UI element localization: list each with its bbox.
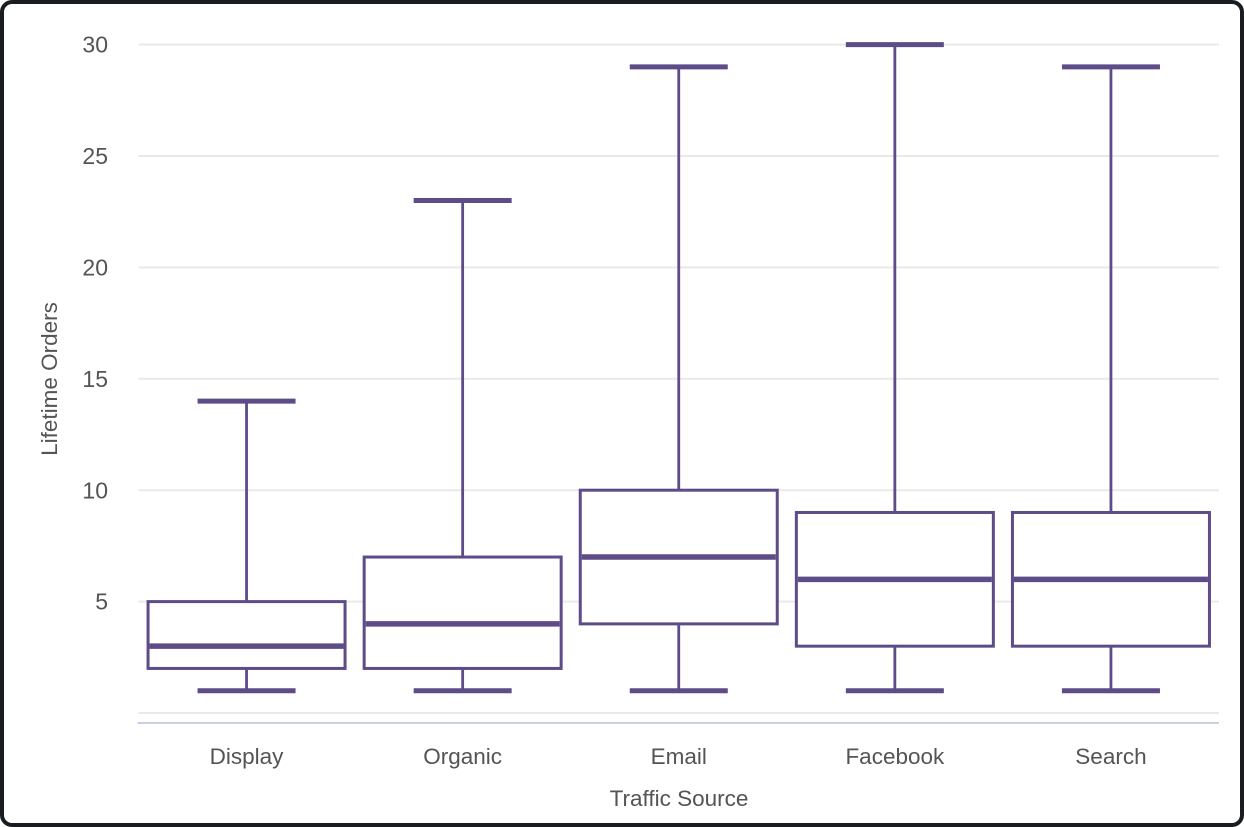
y-tick-label-5: 5 — [95, 589, 108, 615]
y-tick-label-15: 15 — [82, 366, 108, 392]
y-tick-label-30: 30 — [82, 32, 108, 58]
y-axis-title: Lifetime Orders — [37, 302, 62, 456]
x-tick-label-organic: Organic — [423, 744, 502, 769]
box-display[interactable] — [146, 398, 347, 694]
box-search[interactable] — [1010, 64, 1211, 694]
y-tick-label-25: 25 — [82, 143, 108, 169]
x-tick-label-facebook: Facebook — [845, 744, 945, 769]
iqr-box — [146, 600, 347, 670]
axis-ticks: 5 10 15 20 25 30 Display Organic Email Facebook Se… — [82, 32, 1146, 769]
box-email[interactable] — [578, 64, 779, 694]
box-series — [146, 42, 1211, 694]
iqr-box — [362, 555, 563, 670]
x-tick-label-search: Search — [1075, 744, 1146, 769]
x-tick-label-email: Email — [651, 744, 707, 769]
box-organic[interactable] — [362, 198, 563, 694]
box-facebook[interactable] — [794, 42, 995, 694]
x-axis-title: Traffic Source — [610, 786, 749, 811]
x-tick-label-display: Display — [210, 744, 285, 769]
y-tick-label-10: 10 — [82, 477, 108, 503]
y-tick-label-20: 20 — [82, 254, 108, 280]
